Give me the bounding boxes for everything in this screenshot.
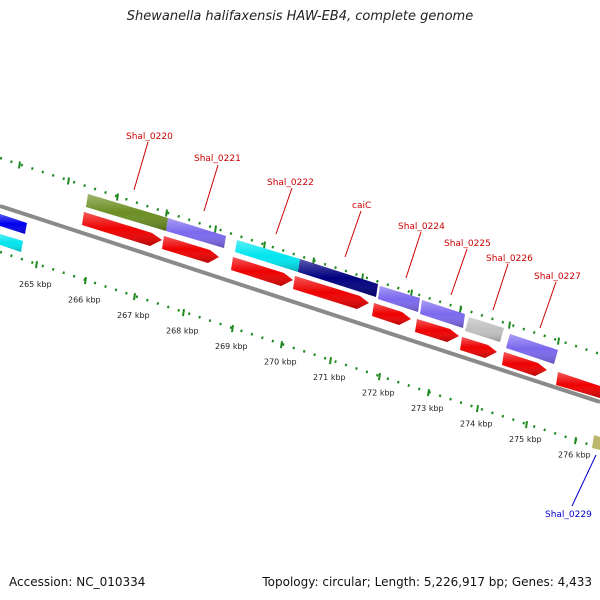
major-tick: [476, 405, 479, 413]
gene-shal-0221[interactable]: [166, 218, 226, 248]
major-tick: [165, 209, 168, 217]
major-tick: [18, 161, 21, 169]
feature-left-blue: [0, 214, 27, 234]
gene-shal-0224[interactable]: [378, 286, 420, 312]
scale-label: 275 kbp: [509, 435, 542, 444]
scale-labels: 265 kbp 266 kbp 267 kbp 268 kbp 269 kbp 270 k…: [19, 280, 591, 460]
major-tick: [133, 292, 136, 301]
major-tick: [35, 260, 38, 269]
gene-shal-0225[interactable]: [420, 300, 465, 328]
inner-major-ticks: [35, 260, 577, 445]
major-tick: [427, 388, 430, 397]
major-tick: [280, 340, 283, 349]
gene-shal-0227[interactable]: [506, 334, 558, 364]
major-tick: [231, 324, 234, 333]
cds-arrow: [556, 372, 600, 398]
gene-shal-0226[interactable]: [465, 317, 504, 342]
cds-arrow: [460, 337, 497, 358]
label-shal-0222: Shal_0222: [267, 178, 314, 188]
scale-label: 268 kbp: [166, 327, 199, 336]
major-tick: [574, 437, 577, 445]
scale-label: 272 kbp: [362, 389, 395, 398]
major-tick: [116, 193, 119, 201]
label-shal-0221: Shal_0221: [194, 154, 241, 164]
genome-summary-text: Topology: circular; Length: 5,226,917 bp…: [262, 575, 592, 589]
major-tick: [214, 225, 217, 233]
cds-arrow: [372, 303, 411, 325]
major-tick: [263, 241, 266, 249]
cds-arrow: [415, 319, 459, 342]
major-tick: [329, 356, 332, 365]
major-tick: [557, 337, 560, 345]
cds-arrow: [162, 236, 219, 263]
label-shal-0226: Shal_0226: [486, 254, 533, 264]
feature-left-cyan: [0, 234, 23, 252]
gene-shal-0220[interactable]: [86, 194, 168, 231]
gene-shal-0229[interactable]: [592, 435, 600, 450]
scale-label: 270 kbp: [264, 358, 297, 367]
cds-arrow: [82, 212, 162, 246]
cds-arrows: [82, 212, 600, 398]
major-tick: [525, 421, 528, 429]
gene-caic[interactable]: [298, 259, 378, 297]
accession-text: Accession: NC_010334: [9, 575, 146, 589]
outer-major-ticks: [18, 161, 560, 345]
label-shal-0225: Shal_0225: [444, 239, 491, 249]
scale-label: 267 kbp: [117, 311, 150, 320]
scale-label: 271 kbp: [313, 373, 346, 382]
label-shal-0227: Shal_0227: [534, 272, 581, 282]
label-shal-0224: Shal_0224: [398, 222, 445, 232]
genome-backbone: [0, 204, 600, 404]
gene-shal-0222[interactable]: [235, 240, 300, 272]
label-shal-0229: Shal_0229: [545, 510, 592, 520]
scale-label: 273 kbp: [411, 404, 444, 413]
cds-arrow: [293, 276, 369, 309]
map-title: Shewanella halifaxensis HAW-EB4, complet…: [126, 9, 474, 24]
cds-arrow: [231, 257, 293, 286]
major-tick: [508, 321, 511, 329]
scale-label: 274 kbp: [460, 420, 493, 429]
major-tick: [378, 372, 381, 381]
scale-label: 269 kbp: [215, 342, 248, 351]
major-tick: [67, 177, 70, 185]
scale-label: 276 kbp: [558, 451, 591, 460]
major-tick: [459, 305, 462, 313]
major-tick: [182, 308, 185, 317]
label-shal-0220: Shal_0220: [126, 132, 173, 142]
major-tick: [84, 276, 87, 285]
scale-label: 266 kbp: [68, 296, 101, 305]
label-leaders: [133, 141, 597, 507]
label-caic: caiC: [352, 201, 371, 211]
scale-label: 265 kbp: [19, 280, 52, 289]
cds-arrow: [502, 352, 547, 376]
